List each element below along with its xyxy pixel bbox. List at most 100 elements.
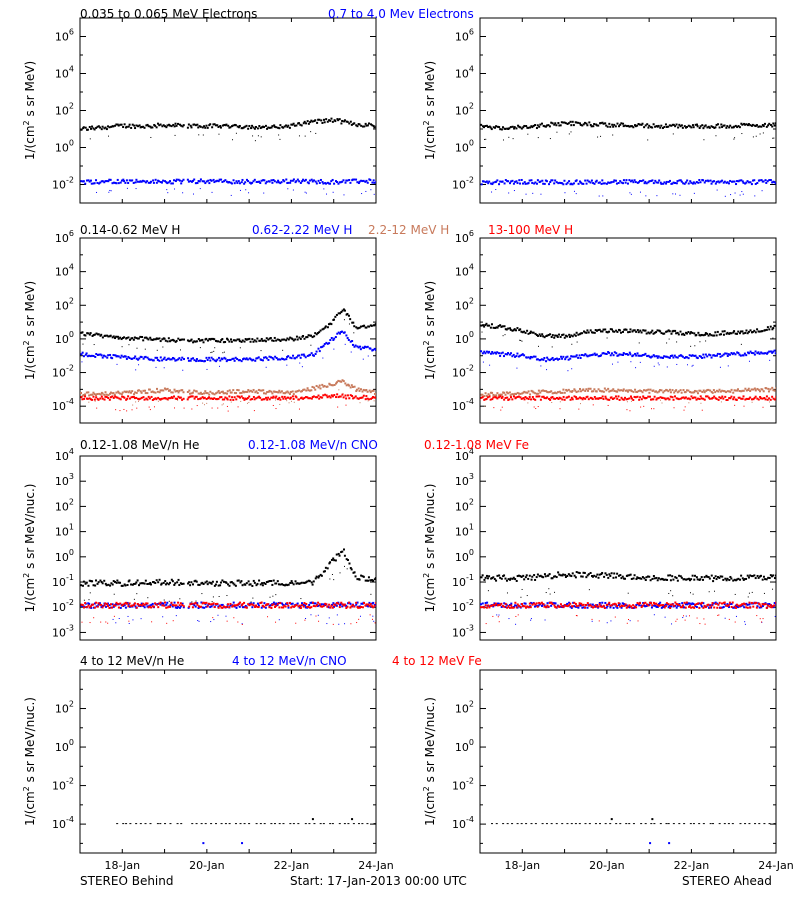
data-point: [679, 330, 682, 333]
data-point: [550, 358, 553, 361]
data-point: [665, 823, 668, 825]
data-point: [326, 567, 329, 570]
data-point: [512, 182, 515, 185]
data-point: [661, 396, 664, 399]
data-point: [771, 328, 774, 331]
data-point: [265, 180, 268, 183]
data-point: [498, 394, 501, 397]
data-point: [575, 605, 578, 608]
data-point: [667, 329, 670, 332]
data-point: [149, 180, 152, 183]
data-point: [117, 355, 120, 358]
data-point: [555, 823, 558, 825]
data-point: [547, 333, 550, 336]
data-point: [179, 349, 181, 351]
data-point: [80, 391, 83, 394]
data-point: [484, 352, 487, 355]
data-point: [669, 395, 672, 398]
data-point: [320, 574, 323, 577]
data-point: [490, 323, 493, 326]
data-point: [339, 332, 342, 335]
data-point: [311, 120, 314, 123]
data-point: [550, 601, 553, 604]
data-point: [306, 605, 309, 608]
data-point: [693, 389, 696, 392]
data-point: [231, 396, 234, 399]
data-point: [90, 127, 93, 130]
data-point: [130, 583, 133, 586]
series-0: [116, 818, 376, 845]
data-point: [170, 601, 173, 604]
y-tick-label: 102: [455, 296, 474, 312]
y-tick-label: 103: [55, 472, 74, 488]
data-point: [723, 330, 726, 333]
data-point: [232, 139, 234, 141]
data-point: [692, 823, 695, 825]
data-point: [624, 353, 627, 356]
data-point: [642, 602, 645, 605]
data-point: [628, 351, 631, 354]
data-point: [96, 353, 99, 356]
data-point: [500, 605, 503, 608]
data-point: [605, 389, 608, 392]
data-point: [279, 124, 282, 127]
data-point: [592, 125, 595, 128]
y-tick-label: 100: [455, 548, 474, 564]
data-point: [222, 392, 225, 395]
data-point: [481, 393, 484, 396]
data-point: [322, 327, 325, 330]
data-point: [497, 396, 500, 399]
data-point: [149, 409, 151, 411]
data-point: [171, 580, 174, 583]
data-point: [620, 389, 623, 392]
data-point: [613, 572, 616, 575]
data-point: [752, 136, 754, 138]
data-point: [245, 390, 248, 393]
data-point: [278, 127, 281, 130]
data-point: [749, 396, 752, 399]
data-point: [756, 605, 759, 608]
data-point: [510, 604, 513, 607]
data-point: [496, 574, 499, 577]
data-point: [483, 578, 486, 581]
data-point: [738, 396, 741, 399]
data-point: [322, 605, 325, 608]
data-point: [668, 842, 671, 845]
data-point: [733, 396, 736, 399]
data-point: [162, 124, 165, 127]
data-point: [502, 823, 505, 825]
data-point: [714, 354, 717, 357]
data-point: [346, 559, 349, 562]
data-point: [662, 391, 665, 394]
data-point: [321, 383, 324, 386]
data-point: [229, 581, 232, 584]
data-point: [112, 580, 115, 583]
data-point: [252, 358, 255, 361]
data-point: [635, 367, 637, 369]
data-point: [328, 617, 330, 619]
data-point: [292, 823, 295, 825]
data-point: [601, 395, 604, 398]
data-point: [650, 331, 653, 334]
data-point: [570, 124, 573, 127]
data-point: [530, 619, 532, 621]
data-point: [676, 604, 679, 607]
plot-frame: [79, 669, 377, 854]
data-point: [762, 132, 764, 134]
data-point: [551, 179, 554, 182]
data-point: [128, 344, 130, 346]
data-point: [704, 179, 707, 182]
data-point: [556, 391, 559, 394]
data-point: [550, 396, 553, 399]
data-point: [587, 398, 590, 401]
data-point: [482, 126, 485, 129]
data-point: [167, 357, 170, 360]
data-point: [236, 357, 239, 360]
data-point: [645, 332, 648, 335]
data-point: [142, 396, 145, 399]
data-point: [632, 181, 635, 184]
data-point: [669, 574, 672, 577]
data-point: [593, 388, 596, 391]
data-point: [242, 397, 245, 400]
data-point: [277, 398, 280, 401]
